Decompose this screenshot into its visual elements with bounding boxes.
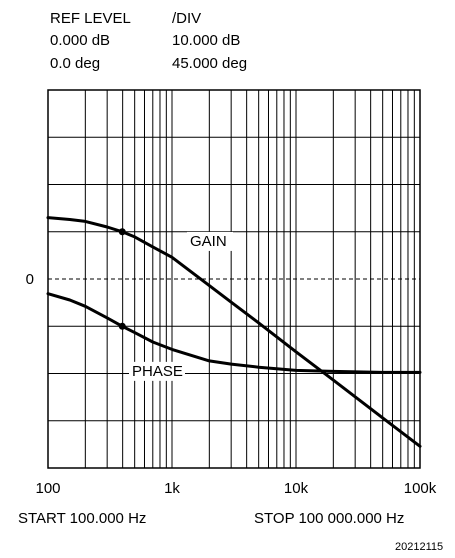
- gain-curve: [46, 216, 422, 448]
- plot-frame: [47, 89, 421, 469]
- gain-per-div: 10.000 dB: [172, 32, 241, 49]
- phase-marker: [118, 322, 126, 330]
- y-tick-label-zero: 0: [26, 271, 34, 288]
- stop-frequency: STOP 100 000.000 Hz: [254, 510, 405, 527]
- annotation-phase: PHASE: [132, 363, 183, 380]
- gain-ref-level: 0.000 dB: [50, 32, 111, 49]
- phase-curve: [46, 292, 422, 374]
- annotation-gain: GAIN: [190, 233, 227, 250]
- ref-level-label: REF LEVEL: [50, 10, 131, 27]
- gain-marker: [118, 228, 126, 236]
- div-label: /DIV: [172, 10, 202, 27]
- figure-id: 20212115: [395, 541, 444, 553]
- x-tick-label: 10k: [284, 480, 309, 497]
- annotation-background: [129, 361, 185, 381]
- annotation-background: [187, 231, 233, 251]
- x-tick-label: 100: [35, 480, 60, 497]
- start-frequency: START 100.000 Hz: [18, 510, 147, 527]
- x-tick-label: 100k: [404, 480, 437, 497]
- x-tick-label: 1k: [164, 480, 180, 497]
- phase-ref-level: 0.0 deg: [50, 55, 101, 72]
- phase-per-div: 45.000 deg: [172, 55, 248, 72]
